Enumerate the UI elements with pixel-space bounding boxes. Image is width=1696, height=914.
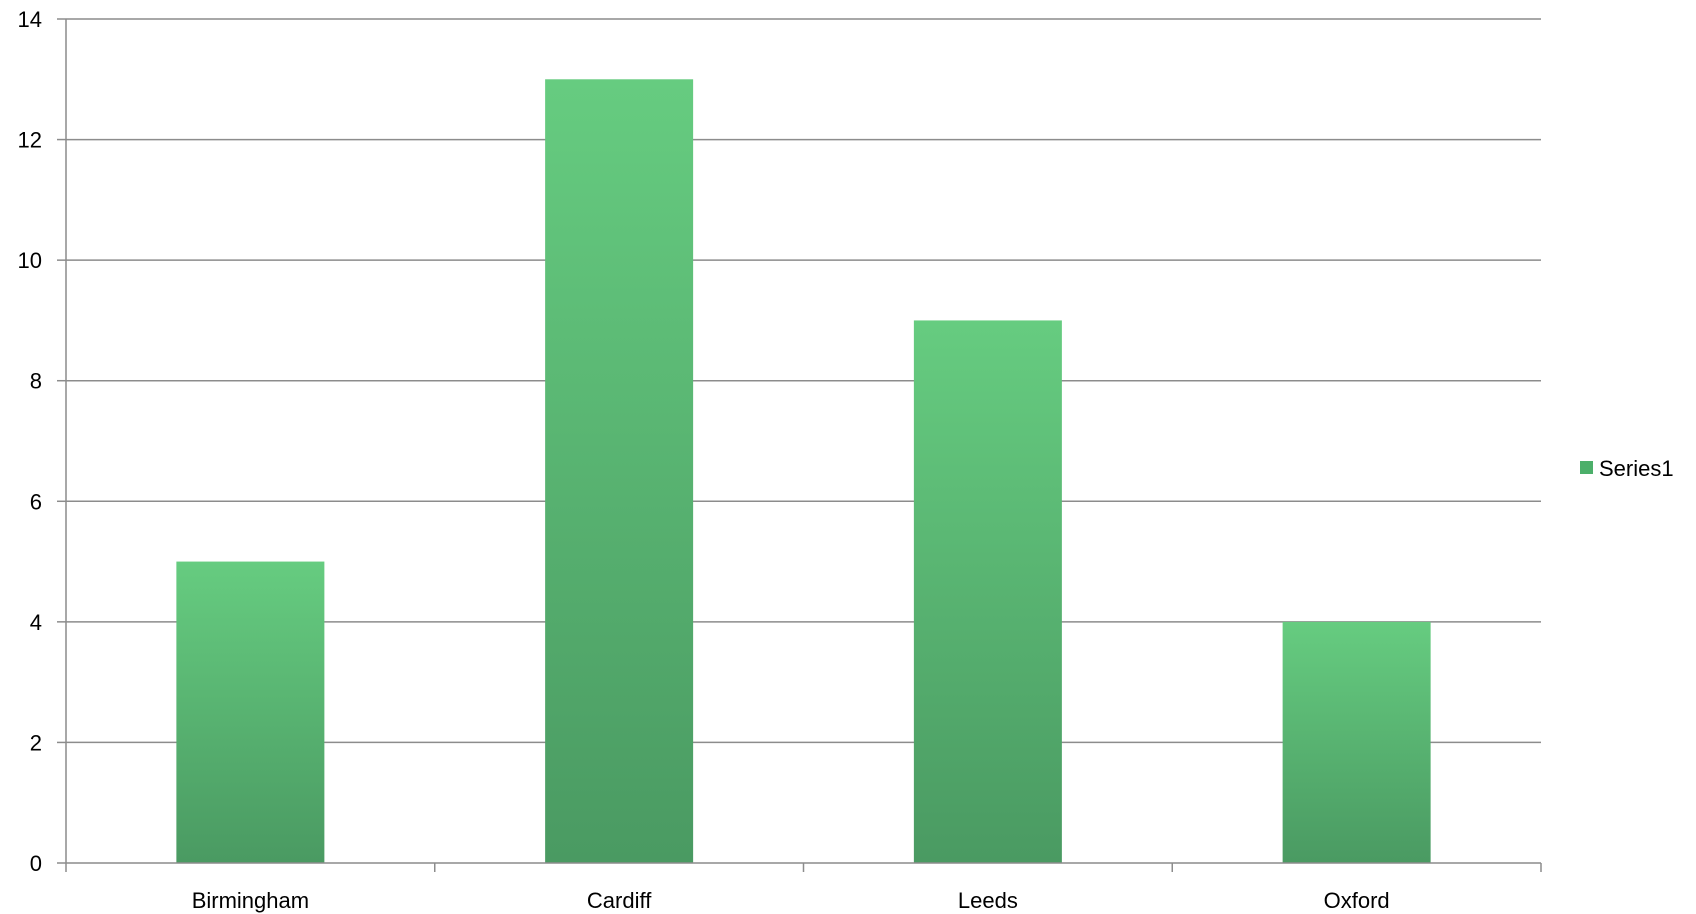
- bar-cardiff: [545, 79, 694, 864]
- bar-leeds: [913, 320, 1062, 863]
- y-tick-label: 6: [30, 489, 42, 514]
- bar-oxford: [1282, 621, 1431, 863]
- y-tick-label: 2: [30, 730, 42, 755]
- x-tick-label-oxford: Oxford: [1324, 888, 1390, 913]
- axes: [57, 18, 1542, 872]
- legend-swatch: [1580, 461, 1593, 474]
- x-tick-label-leeds: Leeds: [958, 888, 1018, 913]
- tick-labels: 0 2 4 6 8 10 12 14 Birmingham Cardiff Leeds Oxford: [18, 7, 1390, 913]
- y-tick-label: 8: [30, 369, 42, 394]
- y-tick-label: 0: [30, 851, 42, 876]
- y-tick-label: 10: [18, 248, 42, 273]
- legend-label-series1: Series1: [1599, 456, 1674, 481]
- y-tick-label: 14: [18, 7, 42, 32]
- x-tick-label-cardiff: Cardiff: [587, 888, 652, 913]
- y-tick-label: 4: [30, 610, 42, 635]
- y-tick-label: 12: [18, 128, 42, 153]
- x-tick-label-birmingham: Birmingham: [192, 888, 309, 913]
- bar-birmingham: [176, 561, 325, 863]
- bars: [176, 79, 1431, 864]
- legend: Series1: [1580, 456, 1674, 481]
